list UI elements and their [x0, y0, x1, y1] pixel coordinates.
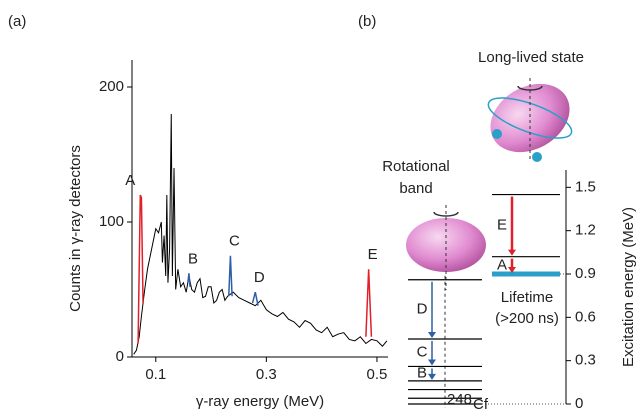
peak-line: [228, 255, 233, 297]
arrow-head: [508, 249, 516, 256]
x-tick-label: 0.1: [145, 366, 166, 383]
arrow-head: [428, 332, 436, 338]
y-tick-label: 1.5: [575, 178, 596, 195]
transition-label: A: [497, 256, 507, 273]
panel-label: (b): [358, 13, 376, 30]
y-tick-label: 200: [99, 78, 124, 95]
peak-line: [365, 269, 373, 337]
transition-label: D: [417, 300, 428, 317]
arrow-head: [428, 373, 436, 380]
arrow-head: [508, 267, 516, 273]
lifetime-value: (>200 ns): [495, 310, 559, 327]
x-tick-label: 0.3: [256, 366, 277, 383]
y-tick-label: 0: [116, 348, 124, 365]
nucleus-symbol: Cf: [473, 396, 489, 413]
peak-label: E: [368, 246, 378, 263]
panel-label: (a): [8, 13, 26, 30]
y-tick-label: 100: [99, 213, 124, 230]
x-tick-label: 0.5: [367, 366, 388, 383]
spectrum-line: [133, 113, 388, 355]
rotational-nucleus: [406, 205, 486, 290]
peak-label: C: [229, 233, 240, 250]
y-tick-label: 0.3: [575, 352, 596, 369]
y-tick-label: 0.6: [575, 308, 596, 325]
y-tick-label: 0: [575, 395, 583, 412]
lifetime-label: Lifetime: [501, 289, 554, 306]
transition-label: C: [417, 344, 428, 361]
y-axis-label: Counts in γ-ray detectors: [67, 145, 84, 312]
peak-label: A: [125, 172, 135, 189]
peak-line: [251, 292, 259, 306]
y-tick-label: 1.2: [575, 222, 596, 239]
transition-label: E: [497, 217, 507, 234]
peak-line: [187, 273, 191, 287]
nucleus-mass: 248: [447, 391, 472, 408]
deformed-nucleus: [487, 78, 573, 162]
y-tick-label: 0.9: [575, 265, 596, 282]
y-axis-label: Excitation energy (MeV): [620, 207, 637, 367]
peak-line: [137, 194, 144, 344]
transition-label: B: [417, 365, 427, 382]
peak-label: B: [188, 250, 198, 267]
arrow-head: [428, 359, 436, 366]
long-lived-label: Long-lived state: [478, 49, 584, 66]
rotational-label: Rotational: [382, 158, 450, 175]
x-axis-label: γ-ray energy (MeV): [196, 393, 324, 410]
peak-label: D: [254, 269, 265, 286]
rotational-label: band: [399, 180, 432, 197]
